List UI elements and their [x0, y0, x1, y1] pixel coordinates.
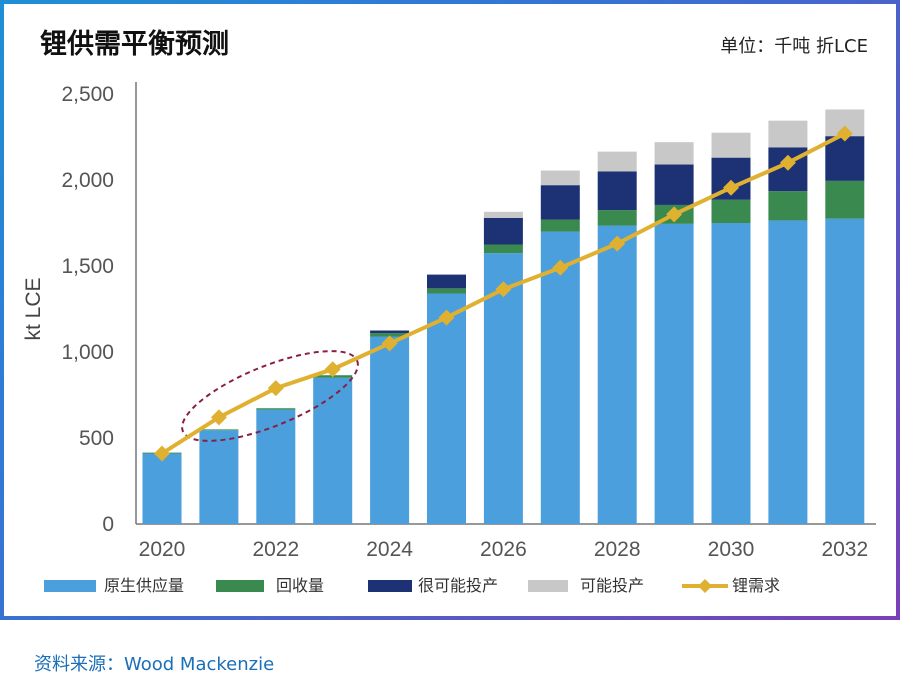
bar-highly-probable	[597, 171, 637, 211]
x-tick-label: 2028	[594, 538, 641, 561]
bar-recycling	[825, 180, 865, 219]
demand-point	[381, 335, 398, 352]
bar-recycling	[370, 333, 410, 337]
legend-recycling-swatch	[216, 580, 264, 592]
y-tick-label: 2,000	[61, 169, 114, 192]
bar-probable	[483, 211, 523, 218]
demand-point	[666, 206, 683, 223]
demand-point	[779, 154, 796, 171]
demand-point	[210, 409, 227, 426]
x-tick-label: 2032	[821, 538, 868, 561]
demand-point	[438, 309, 455, 326]
demand-point	[836, 125, 853, 142]
y-tick-label: 1,000	[61, 341, 114, 364]
x-tick-label: 2024	[366, 538, 413, 561]
bar-recycling	[711, 199, 751, 223]
legend-recycling-label: 回收量	[276, 576, 324, 595]
demand-point	[154, 445, 170, 462]
bar-highly-probable	[427, 274, 466, 289]
demand-point	[552, 259, 569, 276]
y-tick-label: 2,500	[61, 83, 114, 106]
demand-point	[609, 235, 626, 252]
bar-highly-probable	[654, 164, 694, 205]
y-tick-label: 500	[79, 427, 114, 450]
bar-recycling	[483, 244, 523, 254]
bar-recycling	[427, 288, 466, 294]
bar-highly-probable	[825, 136, 865, 181]
bar-recycling	[768, 191, 808, 221]
bar-primary-supply	[483, 253, 523, 524]
y-tick-label: 0	[102, 513, 114, 536]
x-tick-label: 2020	[139, 538, 186, 561]
bar-probable	[540, 170, 580, 186]
legend-highly-probable-swatch	[368, 580, 412, 592]
bar-recycling	[256, 408, 296, 410]
bar-recycling	[199, 429, 239, 431]
legend-primary-supply-label: 原生供应量	[104, 576, 184, 595]
bar-recycling	[597, 210, 637, 226]
demand-point	[495, 281, 512, 298]
unit-label: 单位：千吨 折LCE	[720, 36, 868, 57]
stacked-bar-chart: 0 500 1,000 1,500 2,000 2,500 kt LCE 2020 2022 20…	[22, 82, 876, 595]
bar-probable	[768, 120, 808, 148]
bar-primary-supply	[597, 225, 637, 524]
legend-probable-swatch	[528, 580, 568, 592]
highlight-ellipse	[181, 350, 359, 442]
legend-probable-label: 可能投产	[580, 576, 644, 595]
demand-point	[723, 179, 739, 196]
bar-primary-supply	[654, 223, 694, 525]
x-tick-label: 2026	[480, 538, 527, 561]
bar-primary-supply	[768, 220, 808, 525]
page-title: 锂供需平衡预测	[40, 29, 229, 60]
legend-demand-label: 锂需求	[732, 576, 780, 595]
bar-primary-supply	[825, 218, 865, 524]
bar-primary-supply	[711, 223, 751, 524]
bar-primary-supply	[370, 336, 410, 524]
bar-probable	[597, 151, 637, 172]
legend-highly-probable-label: 很可能投产	[418, 576, 498, 595]
legend-demand-marker	[698, 579, 712, 593]
y-tick-label: 1,500	[61, 255, 114, 278]
bar-primary-supply	[313, 377, 353, 524]
source-note: 资料来源：Wood Mackenzie	[34, 654, 275, 675]
demand-point	[267, 380, 284, 397]
bar-primary-supply	[540, 231, 580, 524]
bar-highly-probable	[540, 185, 580, 220]
bar-highly-probable	[483, 217, 523, 245]
bar-recycling	[540, 219, 580, 232]
bar-probable	[711, 132, 751, 158]
demand-point	[324, 361, 341, 378]
legend-primary-supply-swatch	[44, 580, 96, 592]
y-axis-label: kt LCE	[22, 277, 45, 340]
chart-frame: 锂供需平衡预测 单位：千吨 折LCE 0 500 1,000 1,500 2,000 2,…	[4, 4, 896, 616]
bar-primary-supply	[256, 409, 296, 524]
bar-primary-supply	[142, 453, 182, 524]
bar-primary-supply	[199, 430, 239, 524]
x-tick-label: 2022	[252, 538, 299, 561]
bar-primary-supply	[427, 293, 466, 524]
x-tick-label: 2030	[708, 538, 755, 561]
bar-probable	[654, 142, 694, 165]
bar-highly-probable	[370, 330, 410, 334]
